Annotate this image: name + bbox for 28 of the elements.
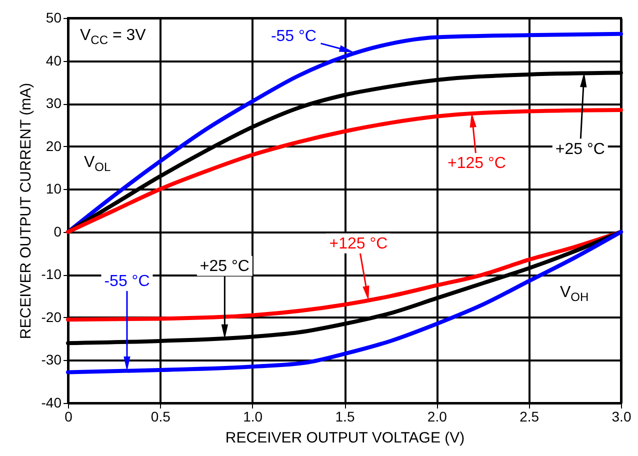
annotation: +25 °C: [200, 258, 250, 275]
line-series: [66, 230, 623, 374]
line-series: [66, 230, 623, 322]
annotation: -55 °C: [270, 28, 316, 46]
y-tick-label: 30: [46, 95, 62, 112]
x-tick-label: 0: [64, 408, 73, 424]
y-tick-label: -20: [41, 308, 62, 325]
annotation: +25 °C: [555, 140, 605, 158]
x-tick-label: 2.5: [520, 408, 540, 424]
x-tick-label: 1.0: [243, 408, 263, 424]
x-tick-label: 1.5: [335, 408, 355, 424]
x-tick-label: 0.5: [150, 408, 171, 424]
x-tick-label: 2.0: [427, 408, 448, 424]
y-tick-label: 50: [46, 10, 62, 26]
annotation: +125 °C: [329, 235, 388, 252]
y-tick-label: 10: [46, 180, 62, 197]
annotation: +125 °C: [447, 154, 506, 172]
y-tick-label: 40: [46, 52, 62, 68]
annotation: -55 °C: [104, 272, 150, 290]
y-tick-label: 0: [54, 223, 62, 240]
y-tick-label: -40: [41, 394, 62, 410]
line-series: [66, 108, 623, 234]
x-axis-title: RECEIVER OUTPUT VOLTAGE (V): [225, 430, 465, 446]
x-tick-label: 3.0: [612, 408, 632, 424]
y-tick-label: 20: [46, 138, 62, 154]
y-tick-label: -30: [41, 352, 62, 368]
y-tick-label: -10: [41, 266, 62, 282]
y-axis-title: RECEIVER OUTPUT CURRENT (mA): [17, 82, 34, 340]
